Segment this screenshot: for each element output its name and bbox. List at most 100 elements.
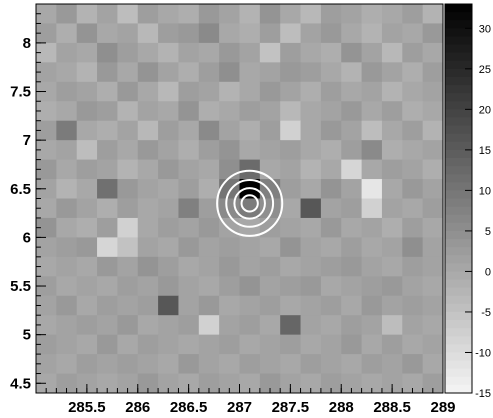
heatmap-cell (402, 237, 424, 258)
heatmap-cell (300, 295, 322, 316)
colorbar-band (445, 12, 472, 21)
heatmap-cell (76, 198, 98, 219)
heatmap-cell (341, 62, 363, 83)
heatmap-cell (198, 237, 220, 258)
heatmap-cell (178, 4, 200, 24)
heatmap-cell (198, 295, 220, 316)
heatmap-cell (320, 217, 342, 238)
heatmap-cell (422, 334, 444, 355)
heatmap-cell (422, 120, 444, 141)
heatmap-cell (76, 354, 98, 375)
heatmap-cell (56, 159, 78, 180)
colorbar-band (445, 52, 472, 62)
colorbar-band (445, 328, 472, 337)
heatmap-cell (341, 256, 363, 277)
contour-rings (216, 169, 284, 237)
heatmap-cell (259, 140, 281, 161)
heatmap-cell (36, 256, 57, 277)
heatmap-cell (76, 101, 98, 122)
heatmap-cell (422, 81, 444, 102)
heatmap-cell (198, 354, 220, 375)
colorbar-band (445, 376, 472, 386)
heatmap-cell (97, 295, 118, 316)
heatmap-cell (280, 159, 302, 180)
heatmap-cell (300, 217, 322, 238)
heatmap-cell (422, 256, 444, 277)
heatmap-cell (178, 62, 200, 83)
heatmap-cell (381, 373, 403, 394)
heatmap-cell (137, 217, 159, 238)
heatmap-cell (97, 256, 118, 277)
y-tick-label: 4.5 (10, 375, 31, 392)
heatmap-cell (56, 4, 78, 24)
heatmap-cell (320, 101, 342, 122)
heatmap-cell (137, 198, 159, 219)
colorbar-band (445, 360, 472, 370)
heatmap-cell (422, 159, 444, 180)
heatmap-cell (97, 315, 118, 336)
heatmap-cells (36, 4, 444, 394)
heatmap-cell (117, 237, 139, 258)
heatmap-cell (361, 101, 383, 122)
heatmap-cell (117, 334, 139, 355)
heatmap-cell (381, 140, 403, 161)
heatmap-cell (422, 354, 444, 375)
heatmap-cell (56, 42, 78, 63)
heatmap-cell (422, 42, 444, 63)
heatmap-cell (56, 120, 78, 141)
heatmap-cell (402, 256, 424, 277)
heatmap-cell (381, 120, 403, 141)
colorbar-tick-label: -5 (481, 307, 491, 319)
heatmap-cell (280, 179, 302, 199)
y-tick-label: 7.5 (10, 84, 31, 101)
heatmap-cell (158, 217, 179, 238)
heatmap-cell (341, 354, 363, 375)
heatmap-cell (117, 315, 139, 336)
heatmap-cell (219, 315, 240, 336)
heatmap-cell (239, 23, 261, 44)
heatmap-cell (158, 159, 179, 180)
heatmap-cell (402, 276, 424, 297)
heatmap-cell (259, 354, 281, 375)
heatmap-cell (219, 256, 240, 277)
heatmap-cell (341, 315, 363, 336)
heatmap-cell (239, 62, 261, 83)
heatmap-cell (97, 101, 118, 122)
colorbar-band (445, 44, 472, 54)
heatmap-cell (178, 179, 200, 199)
heatmap-cell (300, 81, 322, 102)
heatmap-cell (117, 198, 139, 219)
heatmap-cell (219, 354, 240, 375)
colorbar-band (445, 60, 472, 70)
heatmap-cell (137, 179, 159, 199)
heatmap-cell (36, 42, 57, 63)
colorbar-band (445, 198, 472, 208)
heatmap-cell (76, 81, 98, 102)
colorbar-band (445, 303, 472, 313)
colorbar-band (445, 68, 472, 78)
heatmap-cell (117, 81, 139, 102)
colorbar-band (445, 133, 472, 143)
colorbar-band (445, 247, 472, 256)
y-tick-label: 7 (23, 132, 31, 149)
heatmap-cell (361, 198, 383, 219)
heatmap-cell (178, 140, 200, 161)
heatmap-cell (117, 354, 139, 375)
colorbar-band (445, 214, 472, 224)
colorbar-tick-label: 25 (479, 64, 491, 76)
heatmap-cell (402, 62, 424, 83)
colorbar-band (445, 76, 472, 86)
colorbar-band (445, 141, 472, 151)
heatmap-cell (76, 159, 98, 180)
heatmap-cell (137, 354, 159, 375)
colorbar-band (445, 320, 472, 329)
heatmap-cell (198, 81, 220, 102)
heatmap-cell (178, 81, 200, 102)
heatmap-cell (259, 42, 281, 63)
heatmap-cell (361, 295, 383, 316)
colorbar-band (445, 36, 472, 46)
heatmap-cell (117, 159, 139, 180)
heatmap-cell (36, 315, 57, 336)
heatmap-cell (341, 217, 363, 238)
heatmap-cell (381, 354, 403, 375)
